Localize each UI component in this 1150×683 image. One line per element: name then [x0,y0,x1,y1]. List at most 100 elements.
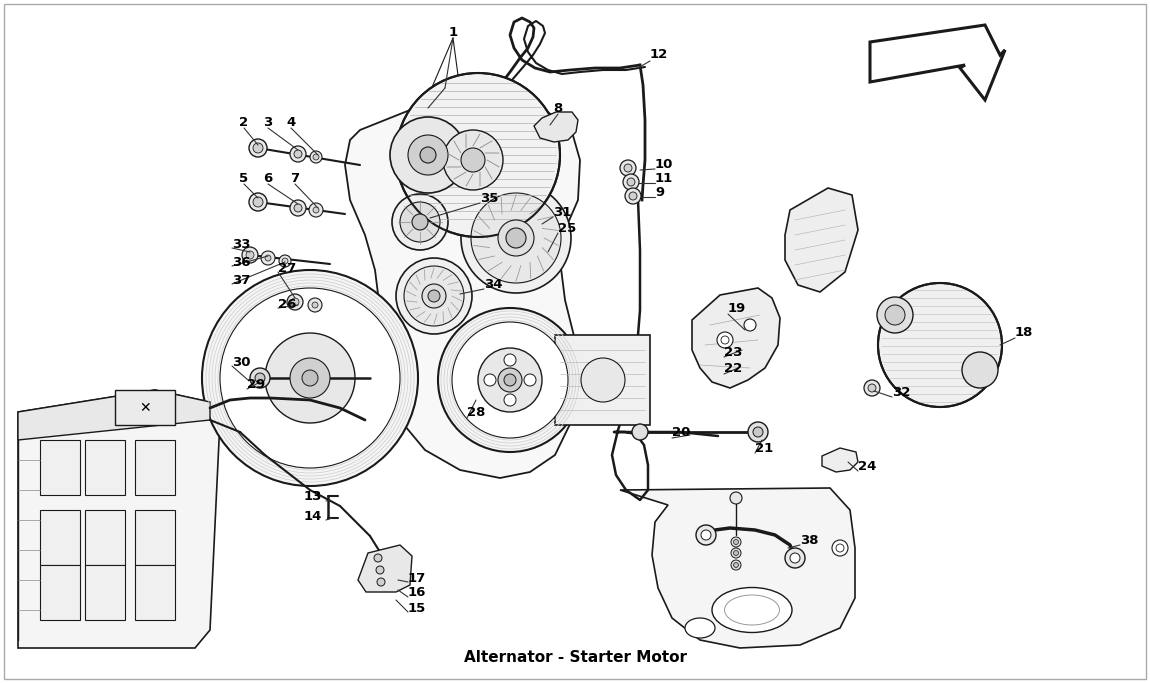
Circle shape [461,183,572,293]
Text: 5: 5 [239,171,248,184]
Text: 16: 16 [408,587,427,600]
Circle shape [963,352,998,388]
Circle shape [623,174,639,190]
Circle shape [498,220,534,256]
Text: 9: 9 [656,186,665,199]
Circle shape [478,348,542,412]
Circle shape [374,554,382,562]
Circle shape [313,207,319,213]
Text: 37: 37 [232,273,251,286]
Text: 17: 17 [408,572,427,585]
Ellipse shape [685,618,715,638]
Circle shape [392,194,448,250]
Text: 10: 10 [656,158,674,171]
Polygon shape [822,448,858,472]
Circle shape [790,553,800,563]
Text: 14: 14 [304,510,322,522]
Circle shape [438,308,582,452]
Text: 4: 4 [286,115,296,128]
Circle shape [504,374,516,386]
Circle shape [255,373,264,383]
Circle shape [291,298,299,306]
Bar [135,565,175,620]
Circle shape [290,200,306,216]
Circle shape [390,117,466,193]
Circle shape [868,384,876,392]
Circle shape [202,270,417,486]
Circle shape [629,192,637,200]
Circle shape [498,368,522,392]
Circle shape [734,540,738,544]
Text: 6: 6 [263,171,273,184]
Text: 1: 1 [448,25,458,38]
Text: 18: 18 [1015,326,1034,339]
Circle shape [308,298,322,312]
Circle shape [282,258,288,264]
Circle shape [420,147,436,163]
Circle shape [506,228,526,248]
Circle shape [253,143,263,153]
Text: 34: 34 [484,277,503,290]
Circle shape [753,427,762,437]
Text: 12: 12 [650,48,668,61]
Bar [135,440,175,495]
Circle shape [627,178,635,186]
Bar [115,390,175,425]
Bar [40,440,81,495]
Circle shape [264,333,355,423]
Text: 33: 33 [232,238,251,251]
Bar [85,440,125,495]
Circle shape [624,164,632,172]
Text: 23: 23 [724,346,743,359]
Circle shape [731,560,741,570]
Circle shape [250,368,270,388]
Circle shape [290,146,306,162]
Circle shape [294,204,302,212]
Text: 20: 20 [672,426,690,438]
Ellipse shape [712,587,792,632]
Circle shape [294,150,302,158]
Circle shape [253,197,263,207]
Circle shape [220,288,400,468]
Text: 21: 21 [756,443,773,456]
Circle shape [404,266,463,326]
Circle shape [785,548,805,568]
Circle shape [396,73,560,237]
Circle shape [290,358,330,398]
Circle shape [702,530,711,540]
Text: 8: 8 [553,102,562,115]
Text: 19: 19 [728,301,746,314]
Bar [85,565,125,620]
Polygon shape [345,100,580,478]
Circle shape [377,578,385,586]
Polygon shape [18,390,220,648]
Circle shape [696,525,716,545]
Circle shape [864,380,880,396]
Circle shape [452,322,568,438]
Text: 38: 38 [800,533,819,546]
Text: 35: 35 [480,191,498,204]
Text: 30: 30 [232,355,251,369]
Circle shape [524,374,536,386]
Circle shape [312,302,319,308]
Bar [135,510,175,565]
Text: 29: 29 [247,378,266,391]
Text: 24: 24 [858,460,876,473]
Bar [555,335,650,425]
Circle shape [620,160,636,176]
Circle shape [412,214,428,230]
Circle shape [731,548,741,558]
Circle shape [279,255,291,267]
Text: 31: 31 [553,206,572,219]
Circle shape [246,251,254,259]
Circle shape [734,550,738,555]
Polygon shape [692,288,780,388]
Circle shape [730,492,742,504]
Circle shape [877,297,913,333]
Text: 36: 36 [232,255,251,268]
Polygon shape [358,545,412,592]
Circle shape [313,154,319,160]
Circle shape [250,139,267,157]
Text: Alternator - Starter Motor: Alternator - Starter Motor [463,650,687,665]
Polygon shape [620,488,854,648]
